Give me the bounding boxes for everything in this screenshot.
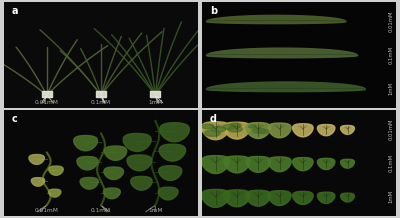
Polygon shape [131, 176, 152, 190]
Polygon shape [224, 190, 250, 207]
Polygon shape [31, 178, 45, 186]
Polygon shape [340, 193, 354, 202]
Polygon shape [224, 122, 250, 139]
Polygon shape [211, 126, 226, 132]
Polygon shape [224, 156, 250, 173]
Polygon shape [74, 135, 98, 151]
Polygon shape [248, 125, 256, 128]
Text: c: c [12, 114, 18, 124]
Text: b: b [210, 6, 217, 16]
Polygon shape [318, 192, 335, 203]
Text: 1mM: 1mM [148, 100, 162, 105]
Polygon shape [159, 166, 182, 181]
Polygon shape [202, 189, 230, 207]
Text: 0.1mM: 0.1mM [389, 46, 394, 64]
Polygon shape [246, 123, 271, 138]
Polygon shape [268, 191, 291, 206]
Text: 0.01mM: 0.01mM [35, 208, 59, 213]
Polygon shape [49, 166, 63, 175]
Polygon shape [104, 167, 124, 180]
Text: 0.1mM: 0.1mM [389, 154, 394, 172]
Polygon shape [257, 129, 269, 133]
Polygon shape [246, 157, 271, 172]
Polygon shape [340, 126, 354, 134]
Polygon shape [123, 133, 151, 152]
Polygon shape [104, 188, 120, 199]
Polygon shape [202, 156, 230, 174]
Polygon shape [268, 123, 291, 138]
Text: 1mM: 1mM [148, 208, 162, 213]
Polygon shape [204, 130, 220, 136]
Text: 1mM: 1mM [389, 82, 394, 95]
Polygon shape [318, 124, 335, 136]
Text: 0.1mM: 0.1mM [91, 100, 111, 105]
Polygon shape [293, 158, 313, 171]
Polygon shape [253, 128, 266, 133]
Polygon shape [230, 123, 241, 127]
Polygon shape [228, 126, 242, 132]
Polygon shape [318, 158, 335, 170]
Polygon shape [77, 157, 98, 170]
Polygon shape [80, 177, 98, 189]
Polygon shape [48, 189, 61, 197]
Text: a: a [12, 6, 18, 16]
Polygon shape [268, 157, 291, 172]
Polygon shape [246, 190, 271, 206]
Text: 0.1mM: 0.1mM [91, 208, 111, 213]
Polygon shape [293, 191, 313, 204]
Polygon shape [340, 159, 354, 168]
Polygon shape [202, 122, 230, 140]
Polygon shape [127, 155, 152, 171]
Polygon shape [104, 146, 127, 160]
Polygon shape [202, 124, 214, 129]
Polygon shape [223, 124, 236, 129]
Text: 0.01mM: 0.01mM [389, 10, 394, 32]
Polygon shape [158, 187, 178, 200]
Polygon shape [159, 144, 186, 161]
Text: 1mM: 1mM [389, 190, 394, 203]
Text: 0.01mM: 0.01mM [35, 100, 59, 105]
Text: d: d [210, 114, 217, 124]
Polygon shape [293, 124, 313, 137]
Text: 0.01mM: 0.01mM [389, 118, 394, 140]
Polygon shape [29, 155, 44, 164]
Polygon shape [160, 123, 189, 142]
